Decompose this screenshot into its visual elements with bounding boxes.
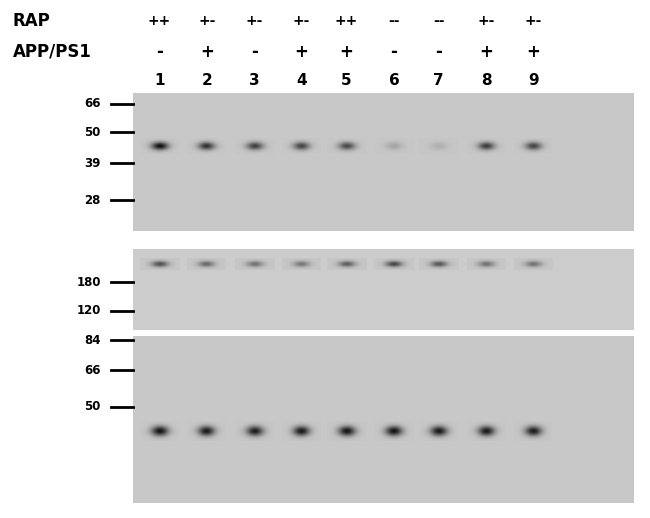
Text: 1: 1	[154, 73, 164, 88]
Text: 4: 4	[296, 73, 307, 88]
Text: 6: 6	[389, 73, 399, 88]
Text: +: +	[526, 43, 541, 61]
Text: 5: 5	[341, 73, 352, 88]
Text: -: -	[156, 43, 162, 61]
Text: ++: ++	[148, 13, 171, 28]
Text: RAP: RAP	[13, 12, 51, 30]
Text: 9: 9	[528, 73, 539, 88]
Text: --: --	[433, 13, 445, 28]
Text: 66: 66	[84, 97, 101, 110]
Text: ++: ++	[335, 13, 358, 28]
Text: +: +	[200, 43, 214, 61]
Text: +-: +-	[198, 13, 215, 28]
Text: 66: 66	[84, 364, 101, 377]
Text: 8: 8	[481, 73, 491, 88]
Text: 180: 180	[76, 276, 101, 289]
Text: 3: 3	[249, 73, 259, 88]
Text: --: --	[388, 13, 400, 28]
Text: +-: +-	[246, 13, 263, 28]
Text: +: +	[339, 43, 354, 61]
Text: 39: 39	[84, 156, 101, 170]
Bar	[133, 93, 634, 231]
Text: 28: 28	[84, 194, 101, 207]
Text: +: +	[294, 43, 309, 61]
Text: +: +	[479, 43, 493, 61]
Text: -: -	[251, 43, 257, 61]
Text: 2: 2	[202, 73, 212, 88]
Text: 50: 50	[84, 125, 101, 139]
Text: 84: 84	[84, 334, 101, 347]
Text: -: -	[391, 43, 397, 61]
Text: APP/PS1: APP/PS1	[13, 43, 92, 61]
Text: 50: 50	[84, 400, 101, 413]
Text: +-: +-	[525, 13, 542, 28]
Text: 120: 120	[77, 304, 101, 318]
Text: -: -	[436, 43, 442, 61]
Bar	[133, 336, 634, 503]
Text: +-: +-	[478, 13, 495, 28]
Text: 7: 7	[434, 73, 444, 88]
Bar	[133, 249, 634, 330]
Text: +-: +-	[293, 13, 310, 28]
